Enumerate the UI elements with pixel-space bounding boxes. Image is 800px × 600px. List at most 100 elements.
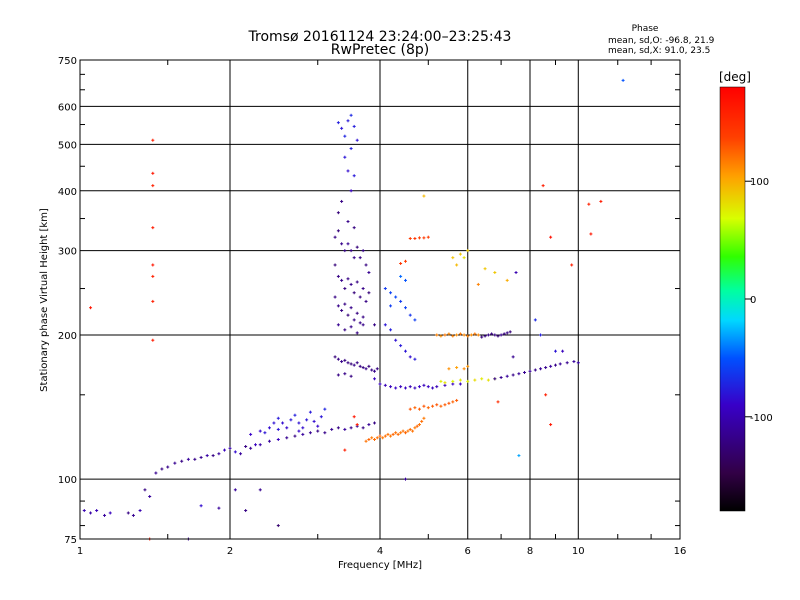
data-point bbox=[151, 184, 155, 188]
data-point bbox=[205, 454, 209, 458]
data-point bbox=[151, 338, 155, 342]
data-point bbox=[276, 524, 280, 528]
data-point bbox=[346, 313, 350, 317]
y-tick-label: 750 bbox=[58, 56, 77, 67]
data-point bbox=[272, 421, 276, 425]
data-point bbox=[370, 368, 374, 372]
data-point bbox=[417, 385, 421, 389]
y-tick-label: 600 bbox=[58, 102, 77, 113]
data-point bbox=[151, 299, 155, 303]
data-point bbox=[173, 461, 177, 465]
data-point bbox=[151, 274, 155, 278]
data-point bbox=[528, 369, 532, 373]
data-point bbox=[399, 299, 403, 303]
data-point bbox=[431, 404, 435, 408]
data-point bbox=[422, 383, 426, 387]
data-point bbox=[289, 418, 293, 422]
data-point bbox=[361, 287, 365, 291]
data-point bbox=[244, 444, 248, 448]
data-point bbox=[435, 333, 439, 337]
data-point bbox=[391, 432, 395, 436]
data-point bbox=[408, 385, 412, 389]
data-point bbox=[95, 509, 99, 513]
data-point bbox=[572, 360, 576, 364]
phase-box-o-stats: mean, sd,O: -96.8, 21.9 bbox=[608, 36, 715, 46]
data-point bbox=[316, 424, 320, 428]
data-point bbox=[355, 331, 359, 335]
data-point bbox=[439, 334, 443, 338]
data-point bbox=[373, 438, 377, 442]
data-point bbox=[589, 232, 593, 236]
data-point bbox=[346, 119, 350, 123]
data-point bbox=[496, 334, 500, 338]
data-point bbox=[297, 429, 301, 433]
data-point bbox=[108, 511, 112, 515]
data-point bbox=[349, 306, 353, 310]
data-point bbox=[305, 418, 309, 422]
data-point bbox=[193, 457, 197, 461]
data-point bbox=[413, 318, 417, 322]
data-point bbox=[336, 357, 340, 361]
data-point bbox=[413, 406, 417, 410]
data-point bbox=[415, 424, 419, 428]
data-point bbox=[336, 304, 340, 308]
data-point bbox=[378, 382, 382, 386]
data-point bbox=[462, 333, 466, 337]
data-point bbox=[364, 367, 368, 371]
data-point bbox=[426, 406, 430, 410]
data-point bbox=[399, 344, 403, 348]
data-point bbox=[258, 443, 262, 447]
data-point bbox=[413, 357, 417, 361]
data-point bbox=[355, 245, 359, 249]
data-point bbox=[370, 436, 374, 440]
data-point bbox=[346, 220, 350, 224]
data-point bbox=[82, 509, 86, 513]
data-point bbox=[451, 334, 455, 338]
data-point bbox=[558, 362, 562, 366]
data-point bbox=[103, 513, 107, 517]
data-point bbox=[483, 334, 487, 338]
data-point bbox=[343, 448, 347, 452]
data-point bbox=[466, 364, 470, 368]
data-point bbox=[217, 452, 221, 456]
data-point bbox=[486, 378, 490, 382]
data-point bbox=[343, 328, 347, 332]
y-tick-label: 75 bbox=[64, 535, 77, 546]
data-point bbox=[333, 295, 337, 299]
data-point bbox=[285, 436, 289, 440]
colorbar-tick-label: 100 bbox=[750, 177, 769, 188]
data-point bbox=[375, 436, 379, 440]
y-tick-label: 500 bbox=[58, 140, 77, 151]
data-point bbox=[349, 249, 353, 253]
data-point bbox=[466, 379, 470, 383]
data-point bbox=[361, 426, 365, 430]
data-point bbox=[533, 318, 537, 322]
data-point bbox=[364, 439, 368, 443]
data-point bbox=[499, 376, 503, 380]
data-point bbox=[346, 242, 350, 246]
data-point bbox=[355, 138, 359, 142]
data-point bbox=[378, 434, 382, 438]
data-point bbox=[394, 338, 398, 342]
data-point bbox=[462, 256, 466, 260]
x-tick-label: 10 bbox=[572, 546, 585, 557]
data-point bbox=[126, 511, 130, 515]
data-point bbox=[403, 477, 407, 481]
data-point bbox=[401, 429, 405, 433]
data-point bbox=[361, 323, 365, 327]
data-point bbox=[435, 403, 439, 407]
data-point bbox=[228, 446, 232, 450]
data-point bbox=[340, 308, 344, 312]
data-point bbox=[422, 416, 426, 420]
data-point bbox=[443, 381, 447, 385]
data-point bbox=[352, 291, 356, 295]
data-point bbox=[336, 229, 340, 233]
data-point bbox=[233, 488, 237, 492]
grid-lines bbox=[80, 60, 680, 539]
x-tick-label: 16 bbox=[674, 546, 687, 557]
data-point bbox=[233, 450, 237, 454]
data-point bbox=[599, 199, 603, 203]
data-point bbox=[408, 313, 412, 317]
data-point bbox=[367, 423, 371, 427]
data-point bbox=[151, 226, 155, 230]
